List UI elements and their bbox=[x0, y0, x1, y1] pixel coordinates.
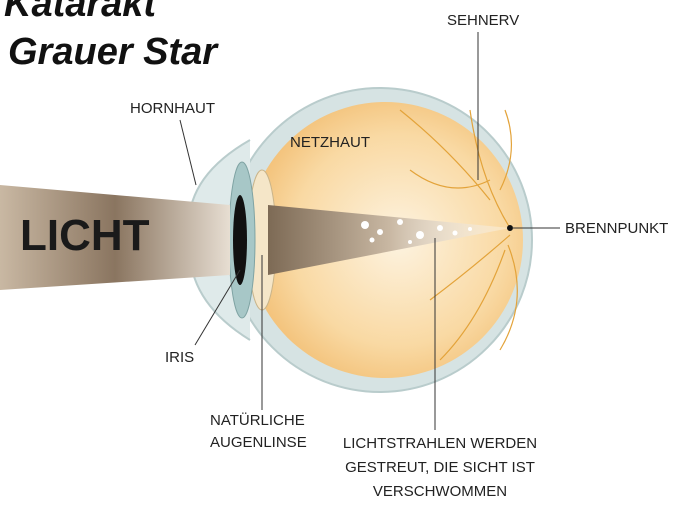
label: HORNHAUT bbox=[130, 100, 215, 117]
title-line: Grauer Star bbox=[8, 31, 219, 73]
label: AUGENLINSE bbox=[210, 434, 307, 451]
label: GESTREUT, DIE SICHT IST bbox=[345, 459, 535, 476]
label: IRIS bbox=[165, 349, 194, 366]
label: NETZHAUT bbox=[290, 134, 370, 151]
title-line: Katarakt bbox=[4, 0, 157, 25]
label: NATÜRLICHE bbox=[210, 411, 305, 429]
label: SEHNERV bbox=[447, 12, 519, 29]
label: LICHTSTRAHLEN WERDEN bbox=[343, 435, 537, 452]
label: VERSCHWOMMEN bbox=[373, 483, 507, 500]
light-label: LICHT bbox=[20, 211, 150, 260]
label: BRENNPUNKT bbox=[565, 220, 668, 237]
diagram: Katarakt Grauer Star LICHT HORNHAUT NETZ… bbox=[0, 0, 675, 506]
